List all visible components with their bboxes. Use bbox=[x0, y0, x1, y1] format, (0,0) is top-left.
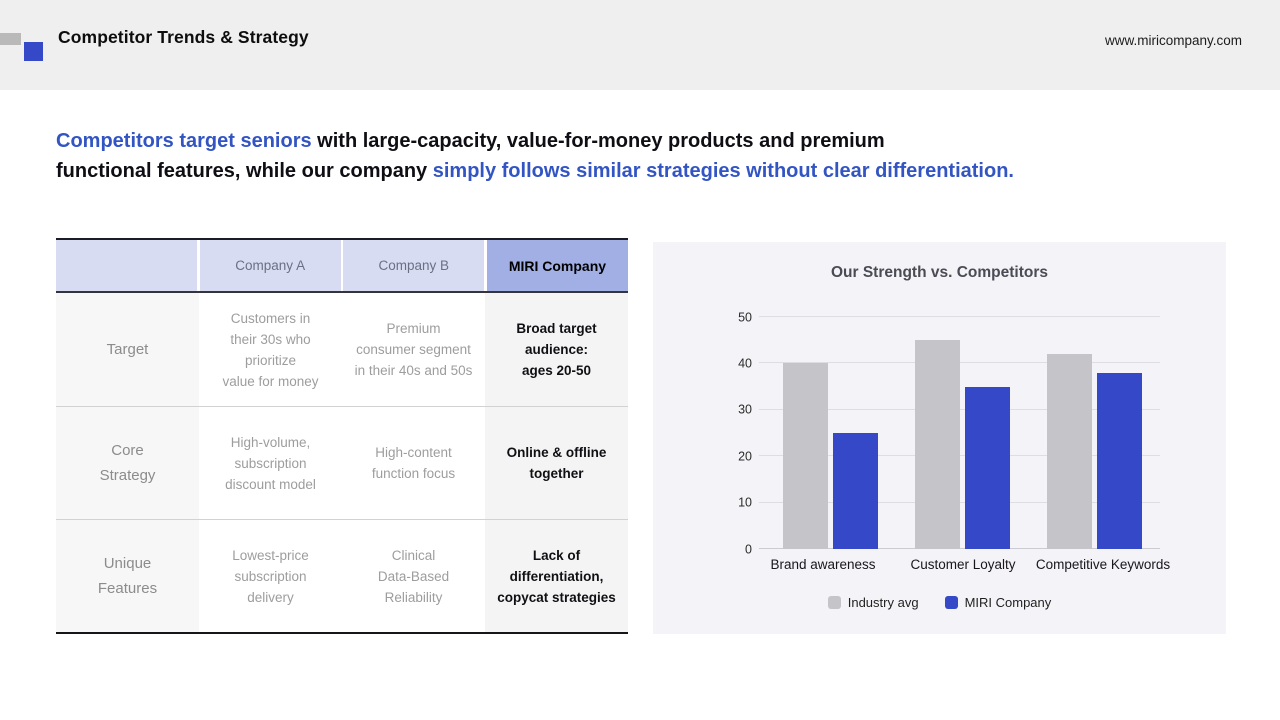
decoration-blue-square bbox=[24, 42, 43, 61]
bar-industry-avg-2 bbox=[1046, 354, 1092, 549]
headline-plain-1: with large-capacity, value-for-money pro… bbox=[311, 130, 885, 152]
page-title: Competitor Trends & Strategy bbox=[58, 27, 309, 47]
y-tick-label-50: 50 bbox=[738, 309, 752, 324]
chart-legend: Industry avg MIRI Company bbox=[653, 595, 1226, 610]
bar-industry-avg-1 bbox=[914, 340, 960, 549]
headline-line-2: functional features, while our company s… bbox=[56, 156, 1186, 186]
cell-target-company-a: Customers in their 30s who prioritize va… bbox=[199, 293, 342, 406]
row-label-unique-features: Unique Features bbox=[56, 520, 199, 632]
legend-item-miri-company: MIRI Company bbox=[944, 595, 1052, 610]
chart-bar-groups bbox=[765, 317, 1160, 549]
bar-group-2 bbox=[1046, 317, 1142, 549]
cell-features-company-a: Lowest-price subscription delivery bbox=[199, 520, 342, 632]
y-tick-label-10: 10 bbox=[738, 495, 752, 510]
headline-plain-2: functional features, while our company bbox=[56, 160, 433, 182]
bar-miri-company-2 bbox=[1096, 372, 1142, 549]
chart-title: Our Strength vs. Competitors bbox=[830, 264, 1049, 281]
y-tick-label-0: 0 bbox=[745, 541, 752, 556]
table-header-row: Company A Company B MIRI Company bbox=[56, 240, 628, 293]
table-header-company-b: Company B bbox=[343, 240, 485, 291]
legend-label: Industry avg bbox=[847, 595, 919, 610]
legend-label: MIRI Company bbox=[964, 595, 1052, 610]
headline-accent-1: Competitors target seniors bbox=[56, 130, 312, 152]
bar-group-1 bbox=[914, 317, 1010, 549]
cell-target-company-b: Premium consumer segment in their 40s an… bbox=[342, 293, 485, 406]
x-category-label-1: Customer Loyalty bbox=[910, 557, 1016, 572]
x-category-label-0: Brand awareness bbox=[770, 557, 876, 572]
table-header-company-a: Company A bbox=[199, 240, 341, 291]
x-category-label-2: Competitive Keywords bbox=[1035, 557, 1171, 572]
headline-line-1: Competitors target seniors with large-ca… bbox=[56, 126, 1186, 156]
cell-target-miri: Broad target audience: ages 20-50 bbox=[485, 293, 628, 406]
comparison-table: Company A Company B MIRI Company Target … bbox=[56, 238, 628, 634]
table-row-unique-features: Unique Features Lowest-price subscriptio… bbox=[56, 519, 628, 632]
y-tick-label-40: 40 bbox=[738, 356, 752, 371]
bar-industry-avg-0 bbox=[783, 363, 829, 549]
y-tick-label-20: 20 bbox=[738, 448, 752, 463]
table-header-miri-company: MIRI Company bbox=[486, 240, 628, 291]
headline-accent-2: simply follows similar strategies withou… bbox=[432, 160, 1014, 182]
bar-group-0 bbox=[783, 317, 879, 549]
y-tick-label-30: 30 bbox=[738, 402, 752, 417]
company-url: www.miricompany.com bbox=[1104, 33, 1242, 48]
gridline-50 bbox=[759, 316, 1160, 317]
legend-swatch-icon bbox=[827, 596, 841, 609]
chart-y-axis: 0 10 20 30 40 50 bbox=[653, 311, 752, 555]
legend-swatch-icon bbox=[944, 596, 958, 609]
legend-item-industry-avg: Industry avg bbox=[827, 595, 919, 610]
cell-features-company-b: Clinical Data-Based Reliability bbox=[342, 520, 485, 632]
cell-features-miri: Lack of differentiation, copycat strateg… bbox=[485, 520, 628, 632]
headline: Competitors target seniors with large-ca… bbox=[56, 126, 1186, 186]
table-row-target: Target Customers in their 30s who priori… bbox=[56, 293, 628, 406]
table-header-empty bbox=[56, 240, 198, 291]
cell-strategy-miri: Online & offline together bbox=[485, 407, 628, 519]
cell-strategy-company-b: High-content function focus bbox=[342, 407, 485, 519]
row-label-core-strategy: Core Strategy bbox=[56, 407, 199, 519]
bar-miri-company-1 bbox=[964, 386, 1010, 549]
chart-x-axis-labels: Brand awareness Customer Loyalty Competiti… bbox=[753, 557, 1173, 572]
cell-strategy-company-a: High-volume, subscription discount model bbox=[199, 407, 342, 519]
row-label-target: Target bbox=[56, 293, 199, 406]
decoration-gray-bar bbox=[0, 33, 21, 45]
chart-panel: Our Strength vs. Competitors 0 10 20 30 40 50… bbox=[653, 242, 1226, 634]
bar-miri-company-0 bbox=[833, 433, 879, 549]
chart-plot-area bbox=[759, 316, 1160, 549]
table-row-core-strategy: Core Strategy High-volume, subscription … bbox=[56, 406, 628, 519]
topbar: Competitor Trends & Strategy www.miricom… bbox=[0, 0, 1280, 90]
